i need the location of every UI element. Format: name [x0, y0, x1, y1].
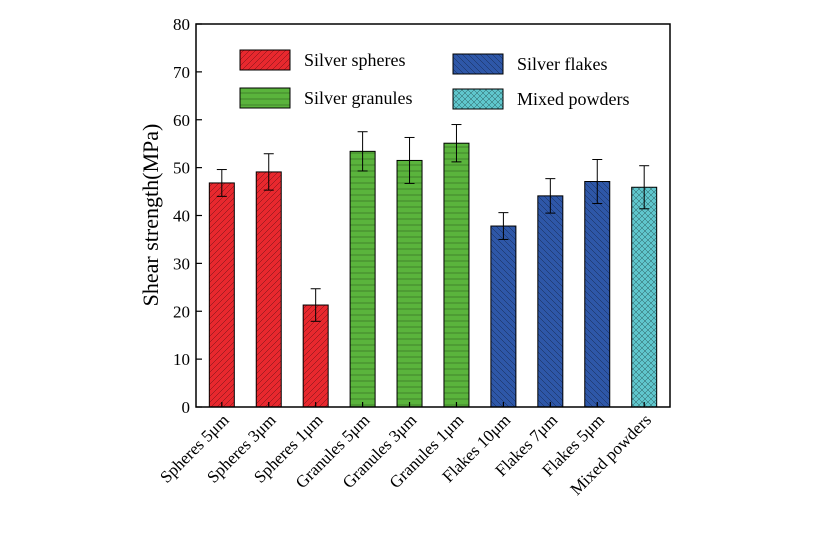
- legend-label: Silver granules: [304, 88, 412, 108]
- error-bar: [498, 212, 509, 240]
- legend-item: Silver granules: [239, 87, 412, 109]
- bar: [349, 150, 376, 408]
- y-axis-label: Shear strength(MPa): [138, 124, 163, 307]
- legend-label: Silver spheres: [304, 50, 405, 70]
- error-bar: [216, 169, 227, 197]
- error-bar: [451, 124, 462, 163]
- y-tick-label: 40: [173, 207, 190, 226]
- bar: [537, 195, 564, 408]
- y-tick-label: 10: [173, 350, 190, 369]
- y-axis: 0 10 20 30 40 50 60 70 80: [173, 15, 202, 417]
- y-tick-label: 0: [182, 398, 191, 417]
- y-tick-label: 60: [173, 111, 190, 130]
- legend-label: Silver flakes: [517, 54, 607, 74]
- legend-item: Silver flakes: [452, 53, 607, 75]
- legend-swatch: [452, 88, 504, 110]
- legend-swatch: [239, 87, 291, 109]
- y-tick-label: 20: [173, 302, 190, 321]
- error-bar: [592, 158, 603, 205]
- legend-item: Mixed powders: [452, 88, 629, 110]
- bar: [443, 142, 470, 408]
- y-tick-label: 30: [173, 254, 190, 273]
- plot-area: [208, 124, 658, 408]
- bar: [631, 186, 658, 408]
- legend-item: Silver spheres: [239, 49, 405, 71]
- error-bar: [310, 288, 321, 322]
- bar: [255, 171, 282, 408]
- error-bar: [263, 153, 274, 191]
- error-bar: [404, 136, 415, 184]
- legend-swatch: [452, 53, 504, 75]
- legend-swatch: [239, 49, 291, 71]
- legend-label: Mixed powders: [517, 89, 629, 109]
- bar: [396, 159, 423, 408]
- bar: [490, 225, 517, 408]
- y-tick-label: 70: [173, 63, 190, 82]
- error-bar: [639, 165, 650, 210]
- y-tick-label: 80: [173, 15, 190, 34]
- error-bar: [545, 178, 556, 214]
- error-bar: [357, 131, 368, 172]
- legend: Silver spheres Silver granules Silver flak…: [239, 49, 629, 110]
- x-tick-label: Mixed powders: [566, 410, 655, 499]
- y-tick-label: 50: [173, 159, 190, 178]
- bar: [208, 182, 235, 408]
- bar: [584, 181, 611, 408]
